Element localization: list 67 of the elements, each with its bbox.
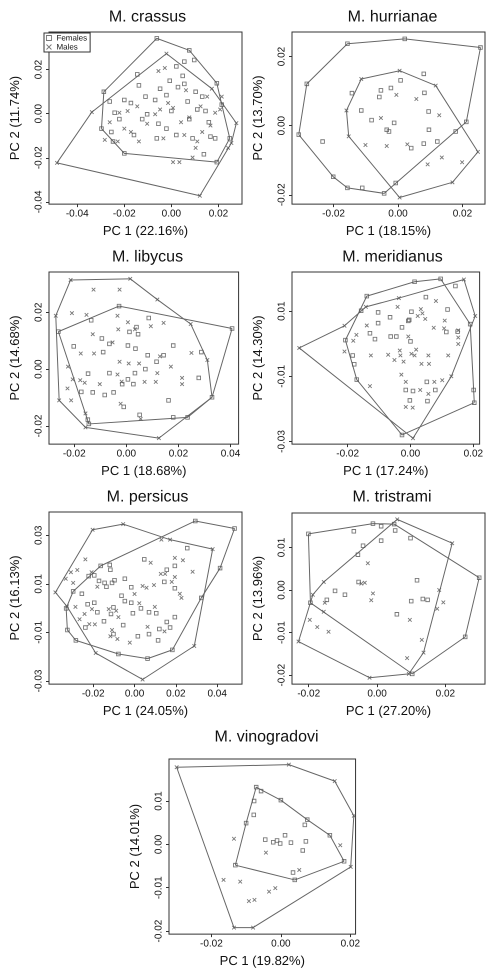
y-tick-label: 0.01	[154, 790, 164, 811]
x-axis-title: PC 1 (17.24%)	[343, 463, 428, 478]
x-axis-title: PC 1 (18.15%)	[346, 223, 432, 238]
x-tick-label: -0.02	[322, 208, 346, 220]
x-tick-label: 0.00	[124, 688, 145, 700]
x-tick-label: 0.02	[436, 688, 456, 700]
y-tick-label: -0.01	[276, 364, 288, 388]
y-tick-label: 0.00	[34, 358, 44, 379]
y-tick-label: 0.01	[34, 574, 44, 594]
x-tick-label: 0.02	[452, 208, 473, 220]
y-axis-title: PC 2 (14.68%)	[7, 315, 22, 401]
y-axis-title: PC 2 (16.13%)	[7, 555, 22, 641]
y-tick-label: -0.01	[154, 876, 164, 900]
x-tick-label: 0.02	[166, 688, 186, 700]
x-tick-label: -0.02	[336, 448, 360, 460]
y-tick-label: -0.01	[276, 620, 288, 644]
chart-title: M. vinogradovi	[214, 728, 319, 746]
x-tick-label: 0.02	[208, 208, 229, 220]
x-tick-label: -0.02	[112, 208, 136, 220]
chart-title: M. crassus	[108, 8, 186, 26]
y-axis-title: PC 2 (13.96%)	[250, 556, 265, 642]
x-axis-title: PC 1 (18.68%)	[101, 463, 186, 478]
y-tick-label: -0.03	[34, 669, 44, 692]
y-tick-label: 0.02	[276, 46, 288, 66]
x-tick-label: 0.02	[340, 938, 361, 950]
chart-title: M. libycus	[112, 248, 184, 266]
y-tick-label: -0.02	[34, 146, 44, 170]
y-tick-label: 0.03	[34, 525, 44, 546]
legend-label: Males	[56, 42, 78, 52]
chart-title: M. hurrianae	[348, 8, 438, 26]
x-tick-label: -0.02	[62, 448, 86, 460]
y-tick-label: -0.03	[276, 430, 288, 453]
chart-title: M. meridianus	[342, 248, 443, 266]
x-tick-label: 0.00	[162, 208, 182, 220]
x-tick-label: 0.02	[168, 448, 189, 460]
chart-title: M. tristrami	[352, 488, 432, 506]
y-tick-label: 0.00	[34, 103, 44, 124]
y-tick-label: 0.00	[276, 580, 288, 600]
y-tick-label: 0.02	[34, 59, 44, 80]
legend-label: Females	[56, 34, 88, 42]
y-tick-label: 0.00	[276, 115, 288, 136]
x-tick-label: 0.00	[400, 448, 421, 460]
x-tick-label: -0.04	[66, 208, 90, 220]
y-tick-label: 0.00	[154, 834, 164, 854]
x-tick-label: -0.02	[82, 688, 106, 700]
x-tick-label: 0.00	[116, 448, 137, 460]
y-axis-title: PC 2 (14.01%)	[127, 804, 142, 890]
x-axis-title: PC 1 (24.05%)	[102, 703, 188, 718]
x-tick-label: 0.04	[207, 688, 228, 700]
x-tick-label: 0.04	[220, 448, 241, 460]
y-axis-title: PC 2 (14.30%)	[250, 315, 265, 401]
x-tick-label: 0.00	[388, 208, 408, 220]
y-axis-title: PC 2 (13.70%)	[250, 75, 265, 161]
y-tick-label: -0.01	[34, 620, 44, 644]
y-tick-label: 0.01	[276, 300, 288, 321]
x-axis-title: PC 1 (22.16%)	[102, 223, 188, 238]
x-tick-label: -0.02	[297, 688, 321, 700]
y-tick-label: 0.02	[34, 302, 44, 322]
x-axis-title: PC 1 (27.20%)	[346, 703, 432, 718]
x-tick-label: -0.02	[200, 938, 224, 950]
y-axis-title: PC 2 (11.74%)	[7, 76, 22, 160]
y-tick-label: 0.01	[276, 537, 288, 558]
x-tick-label: 0.00	[367, 688, 388, 700]
x-tick-label: 0.02	[464, 448, 484, 460]
x-axis-title: PC 1 (19.82%)	[220, 953, 305, 968]
y-tick-label: -0.02	[34, 414, 44, 438]
chart-title: M. persicus	[106, 488, 188, 506]
